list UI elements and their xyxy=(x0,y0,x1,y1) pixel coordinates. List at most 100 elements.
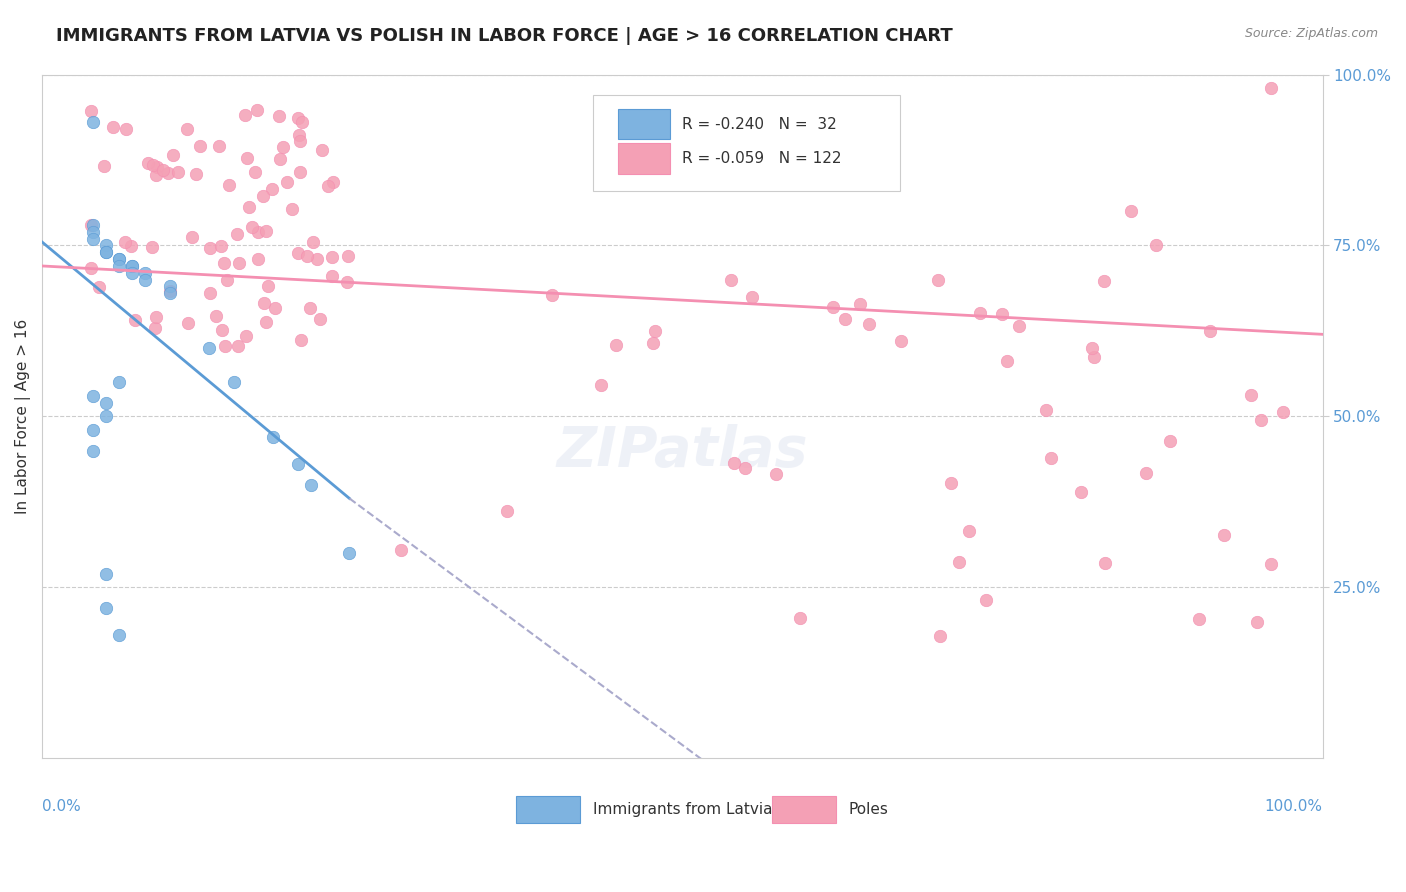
Point xyxy=(108,252,131,266)
Point xyxy=(591,377,613,392)
Point xyxy=(271,140,294,154)
Point xyxy=(1246,615,1268,629)
Point xyxy=(209,239,232,253)
Point xyxy=(260,182,283,196)
Point xyxy=(214,339,236,353)
Point xyxy=(208,139,231,153)
Point xyxy=(121,266,143,280)
Point xyxy=(235,329,257,343)
Point xyxy=(200,242,222,256)
Point xyxy=(311,144,333,158)
Point xyxy=(1159,434,1181,449)
Point xyxy=(190,138,212,153)
Point xyxy=(93,159,115,173)
Point xyxy=(1260,557,1282,571)
Point xyxy=(120,238,142,252)
Point xyxy=(858,318,880,332)
Point xyxy=(184,167,207,181)
Point xyxy=(1240,388,1263,402)
Point xyxy=(145,310,167,325)
Point xyxy=(159,279,181,293)
Point xyxy=(1083,350,1105,364)
Point xyxy=(288,128,311,142)
Point xyxy=(1188,612,1211,626)
Point xyxy=(115,121,138,136)
Point xyxy=(240,220,263,235)
Point xyxy=(94,566,117,581)
Point xyxy=(321,269,343,284)
Point xyxy=(82,115,104,129)
Point xyxy=(226,227,249,242)
Point xyxy=(142,158,165,172)
Text: R = -0.059   N = 122: R = -0.059 N = 122 xyxy=(682,151,842,166)
Text: 100.0%: 100.0% xyxy=(1264,799,1323,814)
Point xyxy=(80,218,103,232)
Point xyxy=(80,104,103,119)
Point xyxy=(295,249,318,263)
Point xyxy=(82,225,104,239)
Point xyxy=(94,409,117,424)
Point xyxy=(238,201,260,215)
Point xyxy=(233,108,256,122)
Point xyxy=(114,235,136,250)
Point xyxy=(339,546,361,560)
Point xyxy=(1008,319,1031,334)
Point xyxy=(389,543,412,558)
Point xyxy=(224,375,246,389)
Point xyxy=(264,301,287,316)
Point xyxy=(108,628,131,642)
Point xyxy=(108,375,131,389)
Point xyxy=(108,259,131,273)
Point xyxy=(641,336,664,351)
Point xyxy=(723,456,745,470)
Point xyxy=(1092,274,1115,288)
Point xyxy=(228,256,250,270)
Point xyxy=(929,629,952,643)
Point xyxy=(82,232,104,246)
Point xyxy=(948,555,970,569)
Point xyxy=(180,230,202,244)
FancyBboxPatch shape xyxy=(593,95,900,191)
Point xyxy=(849,297,872,311)
Point xyxy=(1260,81,1282,95)
Point xyxy=(288,134,311,148)
Point xyxy=(291,115,314,129)
FancyBboxPatch shape xyxy=(619,109,669,139)
Point xyxy=(309,312,332,326)
Point xyxy=(159,284,181,298)
Point xyxy=(1070,484,1092,499)
Point xyxy=(957,524,980,538)
Point xyxy=(82,218,104,232)
Point xyxy=(176,316,198,330)
Point xyxy=(322,175,344,189)
Point xyxy=(269,152,291,166)
Point xyxy=(305,252,328,266)
Point xyxy=(1272,405,1295,419)
Point xyxy=(254,315,277,329)
Point xyxy=(134,266,156,280)
Point xyxy=(246,103,269,117)
Point xyxy=(215,273,238,287)
Point xyxy=(198,285,221,300)
Point xyxy=(82,443,104,458)
Text: Poles: Poles xyxy=(849,802,889,817)
Point xyxy=(94,600,117,615)
Point xyxy=(247,225,270,239)
Point xyxy=(276,175,298,189)
Point xyxy=(299,301,322,316)
Point xyxy=(287,457,309,471)
Point xyxy=(211,322,233,336)
Text: 0.0%: 0.0% xyxy=(42,799,82,814)
Point xyxy=(316,179,339,194)
Point xyxy=(644,324,666,338)
Point xyxy=(94,238,117,252)
Point xyxy=(734,461,756,475)
Point xyxy=(121,259,143,273)
Point xyxy=(605,338,627,352)
Point xyxy=(134,272,156,286)
Point xyxy=(82,423,104,437)
Point xyxy=(124,313,146,327)
Point xyxy=(262,430,284,444)
Point xyxy=(82,389,104,403)
Point xyxy=(741,290,763,304)
